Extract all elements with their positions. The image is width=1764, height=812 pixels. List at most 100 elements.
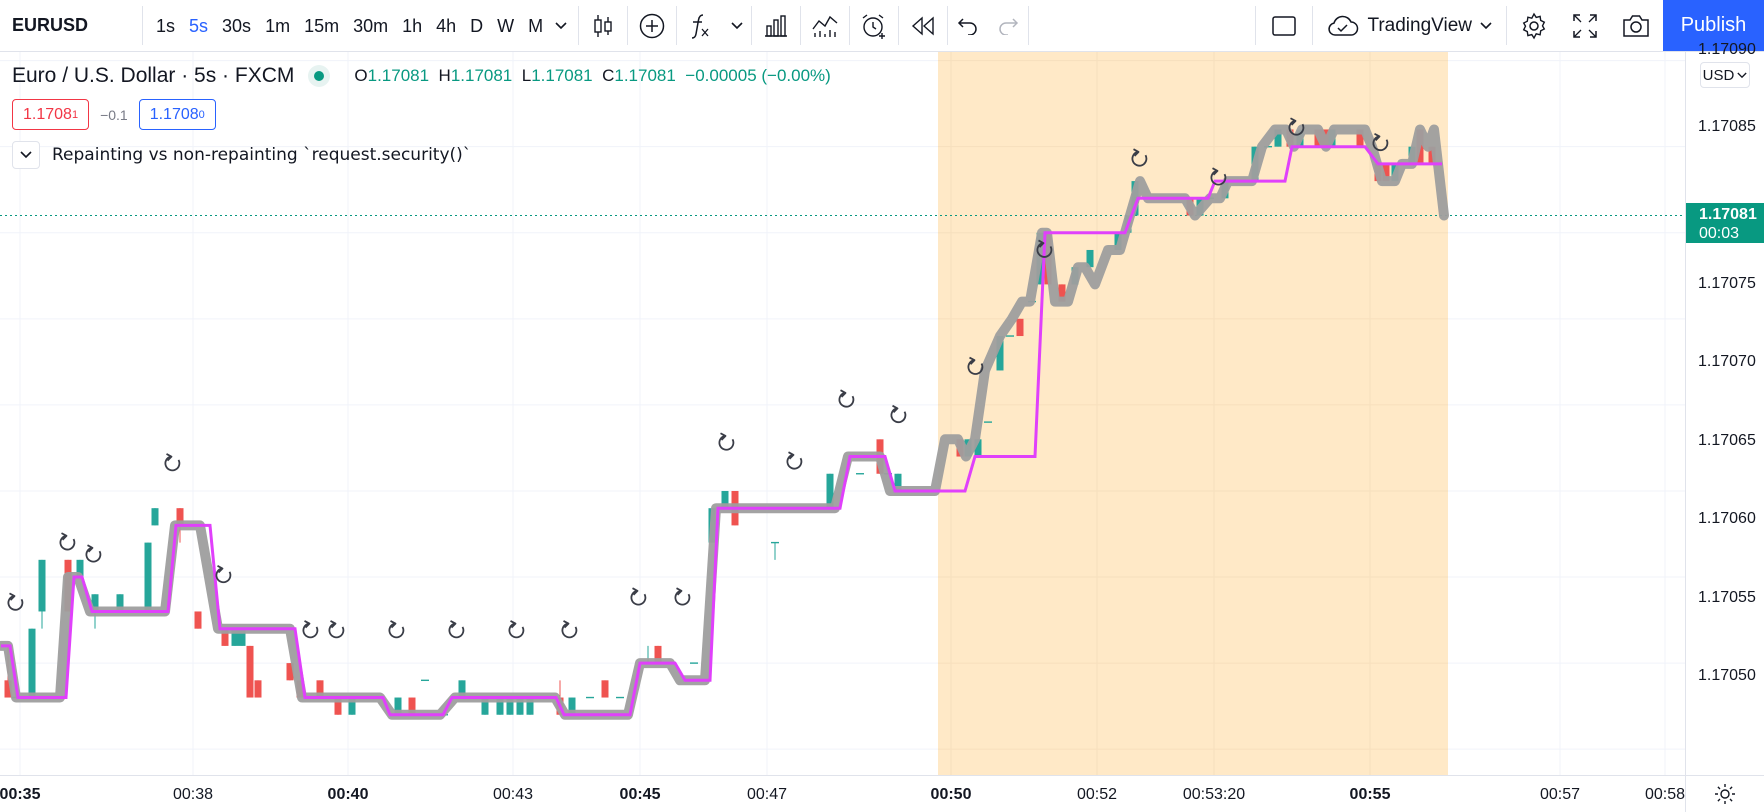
- chevron-down-icon: [1737, 72, 1747, 78]
- interval-dropdown-chevron-icon[interactable]: [550, 21, 572, 30]
- candle-up: [974, 439, 982, 457]
- candle-up: [231, 628, 239, 646]
- symbol-title[interactable]: Euro / U.S. Dollar · 5s · FXCM: [12, 64, 295, 87]
- undo-icon[interactable]: [948, 0, 988, 51]
- candle-up: [1086, 249, 1094, 268]
- interval-30s[interactable]: 30s: [222, 15, 252, 36]
- settings-icon[interactable]: [1507, 0, 1561, 51]
- candle-down: [408, 697, 416, 715]
- interval-4h[interactable]: 4h: [436, 15, 457, 36]
- rectangle-icon[interactable]: [1256, 0, 1312, 51]
- candle-up: [506, 697, 514, 715]
- interval-5s[interactable]: 5s: [189, 15, 209, 36]
- repaint-marker-arc: [1372, 135, 1389, 152]
- candle-down: [4, 680, 12, 698]
- price-chart[interactable]: [0, 52, 1685, 775]
- bar-chart-icon[interactable]: [752, 0, 800, 51]
- candle-down: [1382, 163, 1390, 182]
- candles-icon[interactable]: [579, 0, 627, 51]
- replay-icon[interactable]: [899, 0, 947, 51]
- repaint-marker-icon: [508, 620, 525, 639]
- time-label: 00:35: [0, 786, 41, 803]
- repaint-marker-icon: [85, 544, 102, 563]
- candle-up: [996, 336, 1004, 371]
- camera-icon[interactable]: [1609, 0, 1663, 51]
- templates-icon[interactable]: [801, 0, 849, 51]
- repaint-marker-icon: [328, 620, 345, 639]
- non-repainting-series-line: [1, 145, 1442, 717]
- bar-countdown: 00:03: [1699, 225, 1740, 242]
- repaint-marker-icon: [164, 453, 181, 472]
- price-label: 1.17075: [1698, 275, 1756, 292]
- interval-1s[interactable]: 1s: [156, 15, 176, 36]
- interval-30m[interactable]: 30m: [353, 15, 389, 36]
- price-label: 1.17065: [1698, 432, 1756, 449]
- repaint-marker-arrowhead: [563, 620, 570, 629]
- divider: [578, 6, 580, 45]
- legend-header: Euro / U.S. Dollar · 5s · FXCM O1.17081 …: [12, 64, 831, 88]
- repaint-marker-arrowhead: [87, 544, 94, 553]
- divider: [1255, 6, 1257, 45]
- repaint-marker-arc: [890, 407, 907, 424]
- repaint-marker-arrowhead: [166, 453, 173, 462]
- divider: [1028, 6, 1030, 45]
- add-symbol-icon[interactable]: [628, 0, 676, 51]
- symbol-search-button[interactable]: EURUSD: [12, 15, 89, 35]
- interval-m[interactable]: M: [528, 15, 544, 36]
- candle-down: [246, 645, 254, 698]
- layout-name-button[interactable]: TradingView: [1313, 0, 1506, 51]
- repaint-marker-icon: [967, 356, 984, 375]
- candle-up: [348, 697, 356, 715]
- sell-price-sup: 1: [71, 108, 79, 121]
- repaint-marker-arc: [388, 622, 405, 639]
- interval-1m[interactable]: 1m: [265, 15, 291, 36]
- interval-15m[interactable]: 15m: [304, 15, 340, 36]
- candle-up: [151, 508, 159, 526]
- alert-icon[interactable]: [850, 0, 898, 51]
- repaint-marker-arrowhead: [788, 451, 795, 460]
- repaint-marker-arrowhead: [1374, 132, 1381, 142]
- repaint-marker-icon: [215, 565, 232, 584]
- chart-pane[interactable]: Euro / U.S. Dollar · 5s · FXCM O1.17081 …: [0, 52, 1685, 775]
- repaint-marker-arrowhead: [304, 620, 311, 629]
- cloud-icon: [1328, 15, 1359, 36]
- interval-w[interactable]: W: [497, 15, 515, 36]
- currency-button[interactable]: USD: [1700, 62, 1750, 88]
- candle-down: [221, 628, 229, 646]
- publish-button[interactable]: Publish: [1663, 0, 1764, 51]
- time-scale[interactable]: 00:35 00:38 00:40 00:43 00:45 00:47 00:5…: [0, 775, 1685, 812]
- interval-1h[interactable]: 1h: [402, 15, 423, 36]
- candle-up: [28, 628, 36, 698]
- spread-value: −0.1: [100, 106, 128, 123]
- indicators-dropdown-chevron-icon[interactable]: [723, 0, 751, 51]
- redo-icon[interactable]: [988, 0, 1028, 51]
- study-title[interactable]: Repainting vs non-repainting `request.se…: [52, 145, 472, 165]
- candle-down: [601, 680, 609, 698]
- high-label: H: [438, 66, 451, 85]
- low-value: 1.17081: [531, 66, 593, 85]
- repaint-marker-icon: [718, 432, 735, 451]
- indicators-icon[interactable]: [677, 0, 723, 51]
- price-scale[interactable]: 1.17090 USD 1.17085 1.17075 1.17070 1.17…: [1685, 41, 1764, 775]
- candle-up: [826, 473, 834, 509]
- candle-down: [1016, 318, 1024, 337]
- repaint-marker-arrowhead: [9, 592, 16, 601]
- repaint-marker-icon: [1288, 117, 1305, 136]
- time-label: 00:38: [172, 786, 214, 803]
- divider: [1506, 6, 1507, 45]
- repaint-marker-icon: [1036, 239, 1053, 258]
- candle-up: [91, 594, 99, 612]
- sell-price: 1.1708: [23, 105, 72, 123]
- collapse-legend-button[interactable]: [12, 141, 40, 169]
- repaint-marker-arc: [164, 455, 181, 472]
- sell-button[interactable]: 1.1708 1: [12, 99, 90, 130]
- divider: [142, 6, 143, 45]
- candle-up: [721, 490, 729, 509]
- buy-button[interactable]: 1.1708 0: [138, 99, 216, 130]
- candle-up: [458, 680, 466, 698]
- fullscreen-icon[interactable]: [1561, 0, 1609, 51]
- interval-d[interactable]: D: [470, 15, 484, 36]
- market-status-icon[interactable]: [308, 65, 331, 87]
- low-label: L: [521, 66, 532, 85]
- scale-settings-button[interactable]: [1685, 775, 1764, 812]
